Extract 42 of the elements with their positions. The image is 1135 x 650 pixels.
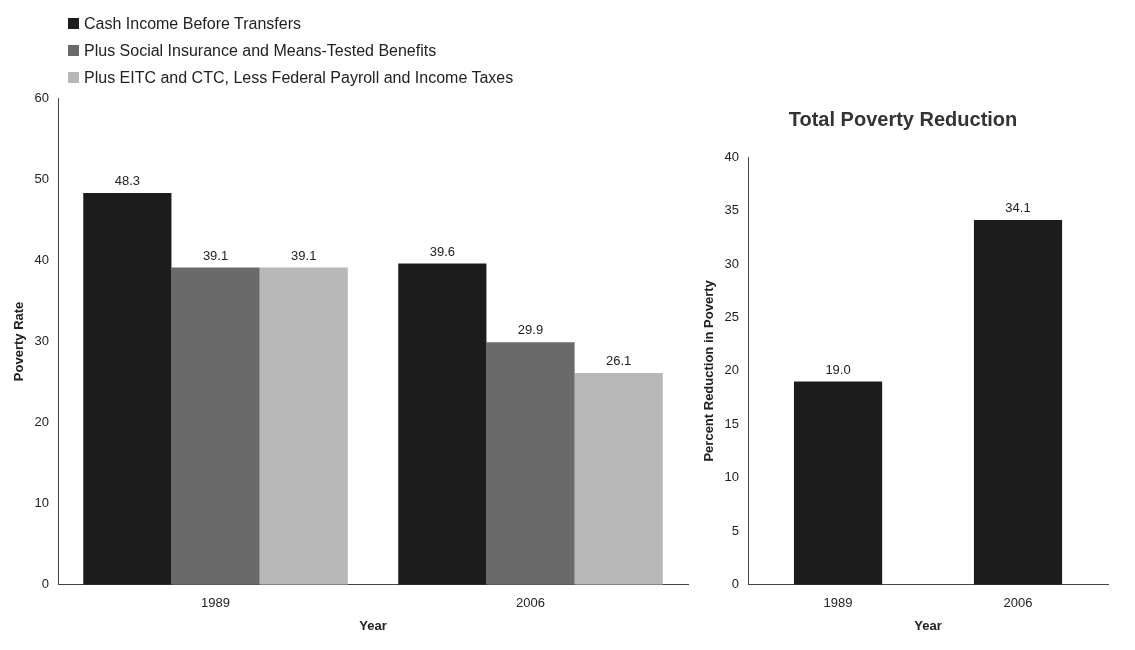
data-label: 19.0 [825, 361, 851, 377]
y-tick-label: 50 [34, 170, 50, 186]
bar [398, 263, 487, 585]
bar [574, 373, 663, 585]
data-label: 39.1 [202, 247, 229, 263]
y-tick-label: 15 [724, 415, 740, 431]
data-label: 48.3 [114, 173, 141, 188]
y-tick-label: 20 [34, 414, 50, 430]
y-tick-label: 20 [724, 362, 740, 378]
y-tick-label: 30 [34, 332, 50, 348]
x-axis-title: Year [914, 617, 942, 633]
x-tick-label: 2006 [516, 595, 545, 611]
y-tick-label: 0 [41, 576, 50, 592]
chart-title: Total Poverty Reduction [788, 107, 1018, 130]
bar [486, 342, 575, 585]
x-axis-title: Year [359, 617, 387, 633]
bar [259, 267, 348, 585]
data-label: 39.6 [429, 243, 455, 259]
legend-label: Plus EITC and CTC, Less Federal Payroll and Income Taxes [84, 68, 514, 88]
data-label: 29.9 [517, 322, 544, 338]
y-tick-label: 10 [34, 495, 50, 511]
legend-label: Cash Income Before Transfers [84, 14, 301, 34]
y-axis-title: Poverty Rate [11, 301, 27, 382]
y-tick-label: 0 [731, 576, 740, 592]
data-label: 39.1 [291, 247, 317, 263]
y-tick-label: 35 [724, 202, 740, 218]
y-tick-label: 30 [724, 255, 740, 271]
y-tick-label: 40 [724, 148, 740, 164]
y-tick-label: 25 [724, 309, 740, 324]
x-tick-label: 1989 [823, 595, 853, 611]
y-axis-title: Percent Reduction in Poverty [701, 279, 717, 462]
y-tick-label: 5 [731, 522, 740, 538]
data-label: 26.1 [606, 353, 632, 369]
x-tick-label: 2006 [1003, 595, 1033, 611]
bar [83, 192, 172, 585]
y-tick-label: 40 [34, 251, 50, 267]
y-tick-label: 60 [34, 89, 50, 105]
data-label: 34.1 [1005, 200, 1031, 216]
bar [171, 267, 260, 585]
legend-label: Plus Social Insurance and Means-Tested Benefits [84, 41, 437, 61]
y-tick-label: 10 [724, 469, 740, 485]
x-tick-label: 1989 [201, 595, 231, 611]
